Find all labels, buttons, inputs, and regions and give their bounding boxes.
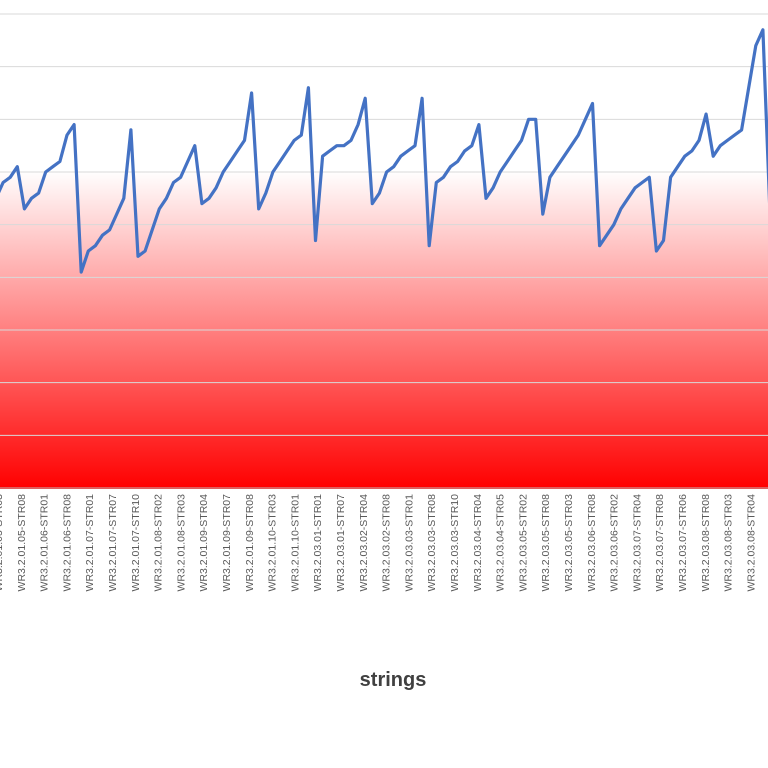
x-tick-label: WR3.2.01.06-STR01 bbox=[39, 494, 51, 592]
x-tick-label: WR3.2.03.05-STR02 bbox=[517, 494, 529, 592]
x-tick-label: WR3.2.01.07-STR10 bbox=[130, 494, 142, 592]
x-tick-label: WR3.2.03.06-STR02 bbox=[609, 494, 621, 592]
x-tick-label: WR3.2.03.03-STR01 bbox=[403, 494, 415, 592]
x-tick-label: WR3.2.01.08-STR03 bbox=[175, 494, 187, 592]
x-tick-label: WR3.2.03.07-STR06 bbox=[677, 494, 689, 592]
x-tick-label: WR3.2.03.08-STR03 bbox=[723, 494, 735, 592]
x-axis-title: strings bbox=[360, 669, 427, 691]
x-tick-label: WR3.2.03.03-STR10 bbox=[449, 494, 461, 592]
x-tick-label: WR3.2.01.05-STR08 bbox=[16, 494, 28, 592]
x-tick-label: WR3.2.03.07-STR08 bbox=[654, 494, 666, 592]
x-tick-label: WR3.2.03.01-STR07 bbox=[335, 494, 347, 592]
x-tick-label: WR3.2.01.05-STR03 bbox=[0, 494, 5, 592]
x-tick-label: WR3.2.01.07-STR07 bbox=[107, 494, 119, 592]
x-tick-label: WR3.2.01.09-STR04 bbox=[198, 494, 210, 592]
x-tick-label: WR3.2.03.07-STR04 bbox=[631, 494, 643, 592]
x-tick-label: WR3.2.03.08-STR08 bbox=[700, 494, 712, 592]
x-tick-label: WR3.2.01.09-STR08 bbox=[244, 494, 256, 592]
x-tick-label: WR3.2.01.10-STR01 bbox=[289, 494, 301, 592]
x-tick-label: WR3.2.03.06-STR08 bbox=[586, 494, 598, 592]
x-tick-label: WR3.2.03.01-STR01 bbox=[312, 494, 324, 592]
x-tick-label: WR3.2.01.06-STR08 bbox=[61, 494, 73, 592]
x-tick-label: WR3.2.03.04-STR05 bbox=[495, 494, 507, 592]
x-tick-label: WR3.2.03.02-STR08 bbox=[381, 494, 393, 592]
x-tick-label: WR3.2.01.08-STR02 bbox=[153, 494, 165, 592]
x-tick-label: WR3.2.03.08-STR04 bbox=[745, 494, 757, 592]
x-tick-label: WR3.2.03.05-STR08 bbox=[540, 494, 552, 592]
x-tick-label: WR3.2.01.07-STR01 bbox=[84, 494, 96, 592]
x-tick-label: WR3.2.01.10-STR03 bbox=[267, 494, 279, 592]
x-tick-label: WR3.2.01.09-STR07 bbox=[221, 494, 233, 592]
x-tick-label: WR3.2.03.05-STR03 bbox=[563, 494, 575, 592]
x-tick-label: WR3.2.03.04-STR04 bbox=[472, 494, 484, 592]
x-tick-label: WR3.2.03.02-STR04 bbox=[358, 494, 370, 592]
series-line bbox=[0, 28, 768, 274]
x-tick-labels: WR3.2.01.05-STR03 WR3.2.01.05-STR08 WR3.2.… bbox=[0, 494, 757, 592]
x-tick-label: WR3.2.03.03-STR08 bbox=[426, 494, 438, 592]
